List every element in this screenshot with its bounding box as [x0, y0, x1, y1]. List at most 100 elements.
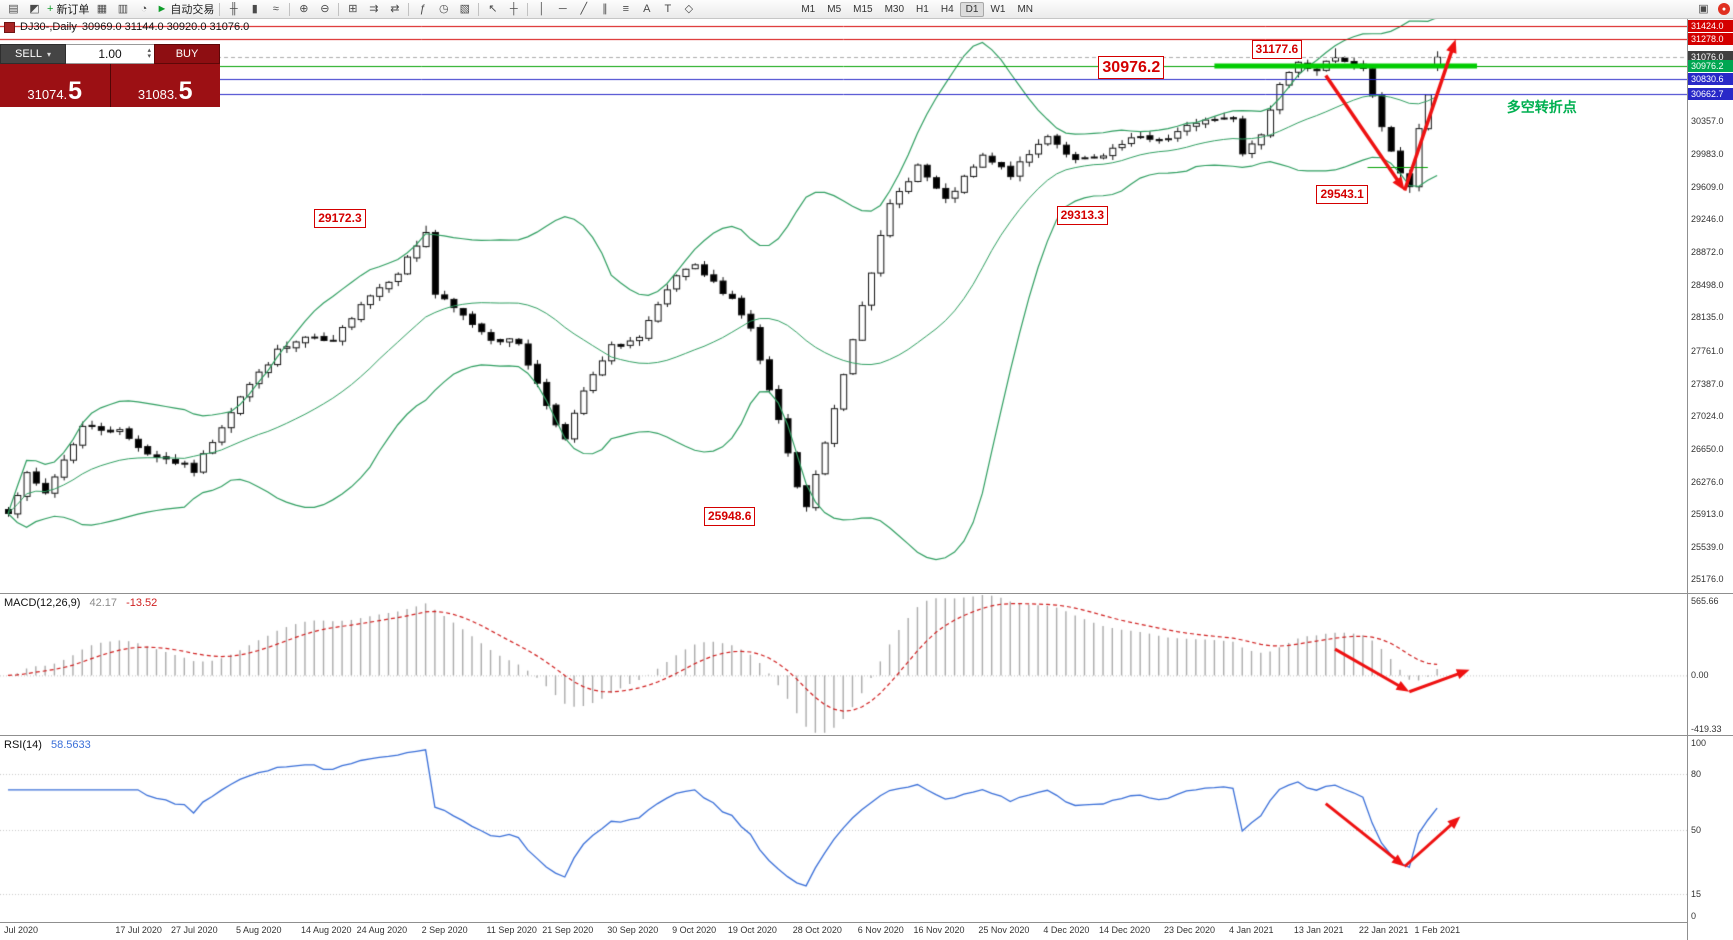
- candlestick-chart-button[interactable]: ▮: [244, 1, 265, 17]
- templates-icon: ▧: [459, 3, 471, 15]
- tile-windows-button[interactable]: ⊞: [342, 1, 363, 17]
- chart-shift-icon: ⇄: [390, 3, 400, 15]
- timeframe-button-h1[interactable]: H1: [916, 3, 929, 15]
- time-axis-label: 19 Oct 2020: [727, 925, 777, 935]
- window-layout-icon: ▣: [1698, 3, 1709, 15]
- macd-rsi-separator[interactable]: [0, 735, 1733, 736]
- autotrade-button[interactable]: ► 自动交易: [154, 1, 216, 17]
- equidistant-channel-icon: ∥: [602, 3, 608, 15]
- text-icon: A: [643, 3, 651, 15]
- toolbar-separator: [289, 2, 291, 16]
- timeframe-button-h4[interactable]: H4: [940, 3, 954, 15]
- buy-button-label: BUY: [175, 48, 199, 60]
- time-axis-label: 14 Aug 2020: [300, 925, 352, 935]
- toolbar-separator: [219, 2, 221, 16]
- notification-badge[interactable]: ●: [1718, 3, 1730, 15]
- timeframe-button-m1[interactable]: M1: [801, 3, 816, 15]
- autotrade-button-label: 自动交易: [170, 4, 215, 16]
- toolbar-separator: [478, 2, 480, 16]
- chevron-down-icon[interactable]: ▾: [46, 49, 51, 59]
- horizontal-line-button[interactable]: ─: [552, 1, 573, 17]
- timeframe-button-d1[interactable]: D1: [959, 1, 985, 17]
- price-annotation[interactable]: 31177.6: [1251, 39, 1303, 59]
- arrows-button[interactable]: ◇: [678, 1, 699, 17]
- buy-price-big-digit: 5: [178, 77, 193, 105]
- trend-note-text[interactable]: 多空转折点: [1506, 99, 1577, 116]
- crosshair-button[interactable]: ┼: [503, 1, 524, 17]
- new-order-button[interactable]: + 新订单: [45, 1, 91, 17]
- buy-price: 31083.: [137, 87, 178, 102]
- auto-scroll-icon: ⇉: [369, 3, 379, 15]
- time-axis-label: 13 Jan 2021: [1293, 925, 1344, 935]
- window-layout-button[interactable]: ▣: [1693, 1, 1714, 17]
- data-window-button[interactable]: ▥: [112, 1, 133, 17]
- autotrade-icon: ►: [156, 3, 168, 15]
- bar-chart-button[interactable]: ╫: [223, 1, 244, 17]
- profiles-button[interactable]: ◩: [24, 1, 45, 17]
- vertical-line-button[interactable]: │: [531, 1, 552, 17]
- main-toolbar: ▤ ◩ + 新订单 ▦ ▥ ◔ ► 自动交易 ╫ ▮ ≈ ⊕ ⊖ ⊞ ⇉ ⇄ ƒ ◷ ▧ ↖ ┼ │ ─ ╱ ∥ ≡ A T ◇ M1 M5…: [0, 0, 1733, 19]
- toolbar-separator: [338, 2, 340, 16]
- rsi-axis-label: 0: [1691, 911, 1697, 921]
- new-chart-button[interactable]: ▤: [3, 1, 24, 17]
- time-axis-label: 11 Sep 2020: [486, 925, 537, 935]
- timeframe-button-m30[interactable]: M30: [884, 3, 905, 15]
- cursor-icon: ↖: [488, 3, 498, 15]
- templates-button[interactable]: ▧: [454, 1, 475, 17]
- buy-button[interactable]: BUY: [154, 44, 220, 64]
- price-tick-label: 25176.0: [1691, 574, 1724, 585]
- sell-button[interactable]: SELL ▾: [0, 44, 66, 64]
- cursor-button[interactable]: ↖: [482, 1, 503, 17]
- price-tick-label: 27761.0: [1691, 345, 1724, 356]
- time-axis-label: 25 Nov 2020: [978, 925, 1030, 935]
- chart-shift-button[interactable]: ⇄: [384, 1, 405, 17]
- price-annotation[interactable]: 29313.3: [1056, 205, 1109, 225]
- volume-down-button[interactable]: ▾: [147, 53, 151, 60]
- time-axis-label: 1 Feb 2021: [1414, 925, 1461, 935]
- buy-price-button[interactable]: 31083. 5: [110, 64, 220, 107]
- chart-header: DJ30-,Daily 30969.0 31144.0 30920.0 3107…: [4, 21, 249, 33]
- macd-title: MACD(12,26,9): [4, 597, 81, 609]
- price-annotation[interactable]: 29543.1: [1316, 185, 1368, 205]
- price-annotation[interactable]: 29172.3: [314, 209, 366, 229]
- timeframe-button-w1[interactable]: W1: [990, 3, 1006, 15]
- zoom-out-button[interactable]: ⊖: [314, 1, 335, 17]
- vertical-line-icon: │: [538, 3, 546, 15]
- zoom-in-button[interactable]: ⊕: [293, 1, 314, 17]
- price-tick-label: 29246.0: [1691, 214, 1724, 225]
- rsi-axis-label: 50: [1691, 824, 1702, 835]
- market-watch-button[interactable]: ▦: [91, 1, 112, 17]
- volume-value: 1.00: [98, 47, 122, 61]
- periods-button[interactable]: ◷: [433, 1, 454, 17]
- price-tick-label: 26650.0: [1691, 443, 1724, 454]
- time-axis-label: 5 Aug 2020: [236, 925, 282, 935]
- price-annotation[interactable]: 25948.6: [704, 506, 756, 526]
- sell-price-button[interactable]: 31074. 5: [0, 64, 110, 107]
- timeframe-button-mn[interactable]: MN: [1017, 3, 1033, 15]
- text-label-button[interactable]: T: [657, 1, 678, 17]
- main-macd-separator[interactable]: [0, 593, 1733, 594]
- new-order-icon: +: [47, 3, 54, 15]
- terminal-button[interactable]: ◔: [133, 1, 154, 17]
- equidistant-channel-button[interactable]: ∥: [594, 1, 615, 17]
- time-axis-label: 27 Jul 2020: [171, 925, 218, 935]
- text-button[interactable]: A: [636, 1, 657, 17]
- volume-up-button[interactable]: ▴: [147, 47, 151, 54]
- price-badge: 30662.7: [1688, 87, 1733, 100]
- auto-scroll-button[interactable]: ⇉: [363, 1, 384, 17]
- fibonacci-button[interactable]: ≡: [615, 1, 636, 17]
- volume-spinner: ▴ ▾: [147, 46, 151, 62]
- timeframe-button-m15[interactable]: M15: [853, 3, 873, 15]
- timeframe-button-m5[interactable]: M5: [827, 3, 842, 15]
- trendline-button[interactable]: ╱: [573, 1, 594, 17]
- indicators-button[interactable]: ƒ: [412, 1, 433, 17]
- time-axis-label: 24 Aug 2020: [356, 925, 408, 935]
- candlestick-chart-icon: ▮: [251, 3, 258, 15]
- crosshair-icon: ┼: [509, 3, 518, 15]
- symbol-title: DJ30-,Daily: [20, 21, 77, 33]
- volume-input[interactable]: 1.00 ▴ ▾: [66, 44, 154, 64]
- price-badge: 31278.0: [1688, 33, 1733, 46]
- line-chart-button[interactable]: ≈: [265, 1, 286, 17]
- price-annotation[interactable]: 30976.2: [1098, 55, 1165, 79]
